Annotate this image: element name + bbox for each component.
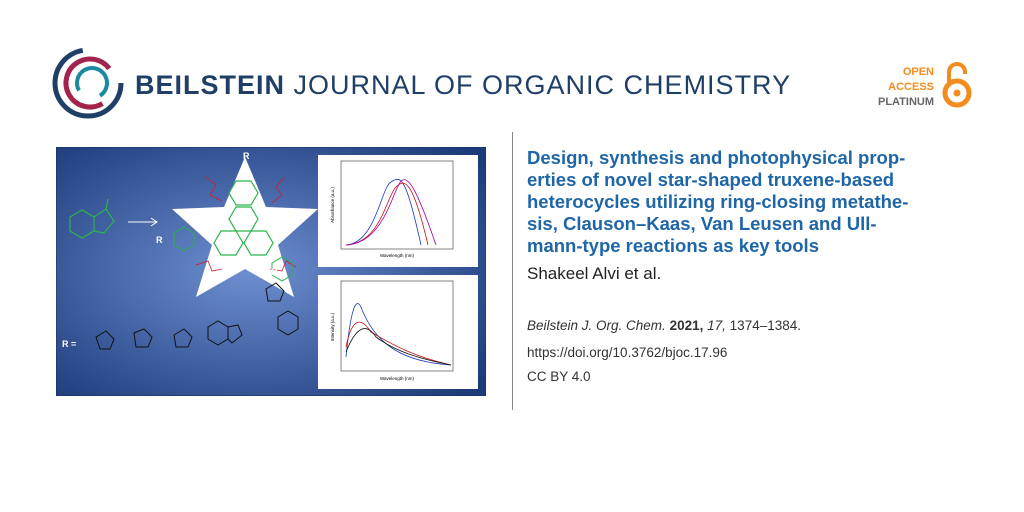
badge-access: ACCESS [888, 81, 934, 93]
license: CC BY 4.0 [527, 369, 591, 384]
chart-frame [340, 160, 454, 250]
curve [345, 179, 437, 246]
journal-name: BEILSTEIN JOURNAL OF ORGANIC CHEMISTRY [135, 70, 791, 101]
shape [269, 260, 297, 272]
shape [277, 310, 299, 336]
substituents [95, 282, 299, 350]
curve [345, 178, 422, 246]
authors: Shakeel Alvi et al. [527, 264, 662, 283]
title-line: Design, synthesis and photophysical prop… [527, 147, 906, 168]
citation: Beilstein J. Org. Chem. 2021, 17, 1374–1… [527, 318, 801, 333]
brand-rest: JOURNAL OF ORGANIC CHEMISTRY [293, 70, 792, 100]
chart-panel [318, 275, 478, 389]
aryl-rings [173, 226, 293, 282]
title-line: heterocycles utilizing ring-closing meta… [527, 191, 909, 212]
alkyl-chains [195, 176, 297, 272]
curve [345, 303, 452, 366]
open-access-lock [942, 62, 972, 108]
indanone [69, 198, 115, 239]
graphical-abstract: R R R R = Wavelength (nm) Absorbance (a.… [56, 147, 486, 396]
r-label: R = [62, 339, 76, 349]
logo-ring [63, 56, 117, 110]
chart-frame [340, 280, 454, 372]
shape [227, 324, 243, 344]
mini-chart-intensity: Wavelength (nm) Intensity (a.u.) [318, 275, 478, 389]
shape [195, 260, 223, 272]
curve [345, 182, 429, 246]
lock-shackle [947, 62, 967, 82]
axis-label: Intensity (a.u.) [330, 312, 335, 341]
article-title: Design, synthesis and photophysical prop… [527, 147, 987, 257]
r-label: R [156, 235, 163, 245]
logo-ring [75, 66, 109, 100]
divider [512, 132, 513, 410]
curve [345, 321, 452, 366]
shape [205, 176, 223, 202]
lock-dot [953, 89, 961, 97]
r-label: R [243, 151, 250, 161]
shape [271, 176, 285, 204]
shape [243, 230, 274, 256]
reaction-arrow [128, 217, 158, 227]
doi-link[interactable]: https://doi.org/10.3762/bjoc.17.96 [527, 345, 728, 360]
pages: 1374–1384. [729, 318, 801, 333]
shape [133, 328, 153, 348]
journal-abbrev: Beilstein J. Org. Chem. [527, 318, 666, 333]
shape [173, 328, 193, 348]
journal-logo [52, 47, 124, 119]
mini-chart-absorbance: Wavelength (nm) Absorbance (a.u.) [318, 155, 478, 267]
title-line: mann-type reactions as key tools [527, 235, 819, 256]
logo-ring [52, 47, 124, 119]
shape [93, 198, 115, 234]
shape [95, 330, 115, 350]
axis-label: Wavelength (nm) [380, 253, 415, 258]
badge-open: OPEN [902, 66, 934, 78]
lock-body [942, 78, 972, 108]
shape [173, 226, 195, 252]
r-labels: R R R R = [62, 151, 278, 349]
brand-bold: BEILSTEIN [135, 70, 286, 100]
r-label: R [271, 267, 278, 277]
axis-label: Wavelength (nm) [380, 376, 415, 381]
volume: 17, [707, 318, 726, 333]
shape [228, 180, 259, 206]
title-line: erties of novel star-shaped truxene-base… [527, 169, 895, 190]
year: 2021, [669, 318, 704, 333]
curve [345, 328, 452, 366]
title-line: sis, Clauson–Kaas, Van Leusen and Ull- [527, 213, 877, 234]
chart-panel [318, 155, 478, 267]
badge-platinum: PLATINUM [877, 96, 934, 108]
shape [213, 230, 244, 256]
truxene-core [213, 180, 274, 256]
axis-label: Absorbance (a.u.) [330, 187, 335, 223]
shape [271, 256, 293, 282]
shape [265, 282, 285, 302]
